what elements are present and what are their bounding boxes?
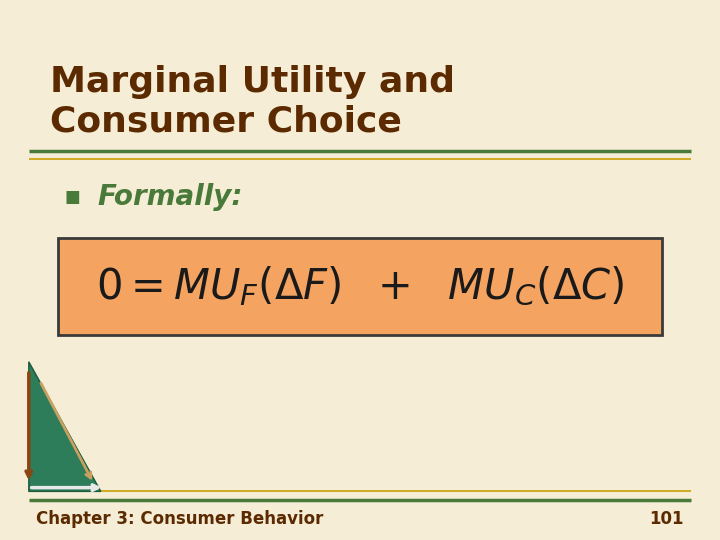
Text: $0 = MU_F(\Delta F)\ \ +\ \ MU_C(\Delta C)$: $0 = MU_F(\Delta F)\ \ +\ \ MU_C(\Delta … (96, 265, 624, 308)
Text: Marginal Utility and
Consumer Choice: Marginal Utility and Consumer Choice (50, 65, 455, 138)
Text: Formally:: Formally: (97, 183, 243, 211)
Polygon shape (29, 362, 101, 491)
Text: ■: ■ (65, 188, 81, 206)
Text: 101: 101 (649, 510, 684, 529)
Text: Chapter 3: Consumer Behavior: Chapter 3: Consumer Behavior (36, 510, 323, 529)
FancyBboxPatch shape (58, 238, 662, 335)
